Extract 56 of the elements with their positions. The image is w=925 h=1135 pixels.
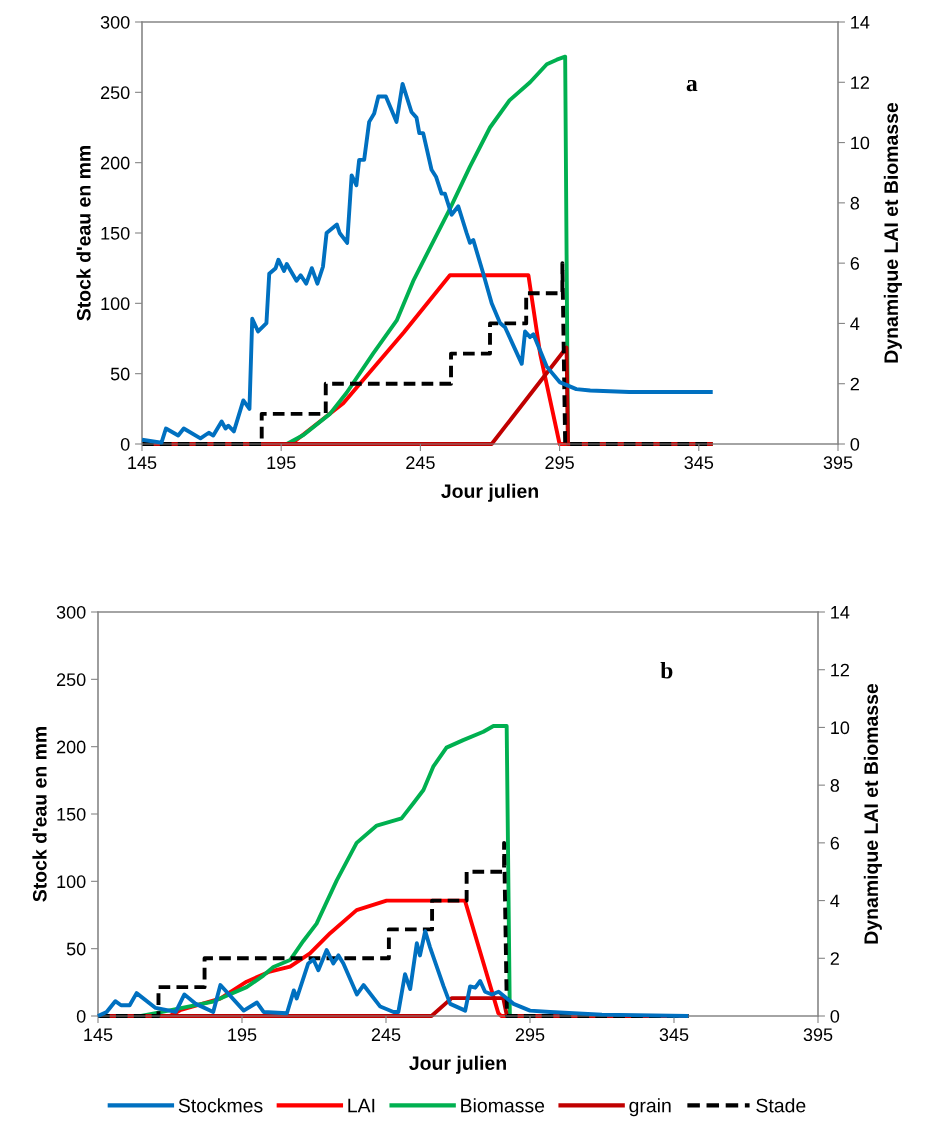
y2-tick-label: 10: [851, 136, 870, 150]
y2-tick-label: 0: [830, 1009, 840, 1023]
y-tick-label: 200: [56, 740, 86, 754]
x-tick-label: 345: [684, 456, 714, 470]
x-tick-label: 245: [371, 1028, 401, 1042]
y2-axis-title: Dynamique LAI et Biomasse: [863, 683, 882, 944]
x-tick-label: 195: [228, 1028, 257, 1042]
y-tick-label: 50: [66, 942, 86, 956]
y2-tick-label: 2: [830, 952, 839, 965]
y2-tick-label: 0: [850, 437, 860, 451]
y-tick-label: 250: [100, 86, 130, 100]
x-tick-label: 395: [803, 1028, 833, 1042]
y-tick-label: 100: [101, 297, 130, 311]
y-tick-label: 250: [56, 673, 86, 687]
x-axis-title: Jour julien: [409, 1055, 506, 1074]
x-axis-title: Jour julien: [441, 483, 538, 502]
y-tick-label: 200: [100, 156, 130, 170]
y2-axis-title: Dynamique LAI et Biomasse: [883, 102, 902, 363]
annotation: a: [686, 79, 698, 92]
y-tick-label: 150: [57, 807, 86, 821]
legend-label: LAI: [348, 1098, 375, 1113]
x-tick-label: 395: [823, 456, 853, 470]
y2-tick-label: 4: [830, 894, 840, 908]
legend-label: Stockmes: [178, 1098, 263, 1113]
y2-tick-label: 10: [831, 721, 850, 735]
x-tick-label: 295: [515, 1028, 545, 1042]
y2-tick-label: 14: [831, 606, 850, 619]
annotation: b: [660, 661, 673, 679]
y-axis-title: Stock d'eau en mm: [76, 145, 91, 321]
y-tick-label: 0: [76, 1009, 86, 1023]
y-tick-label: 150: [101, 226, 130, 240]
line-series: [96, 929, 691, 1018]
legend-label: grain: [629, 1098, 671, 1117]
x-tick-label: 295: [545, 456, 574, 470]
y-tick-label: 300: [56, 605, 86, 619]
y-tick-label: 300: [100, 15, 130, 29]
x-tick-label: 145: [128, 456, 157, 470]
y2-tick-label: 6: [830, 836, 840, 850]
x-tick-label: 145: [84, 1028, 113, 1042]
y-tick-label: 100: [57, 875, 86, 889]
y2-tick-label: 14: [851, 16, 870, 29]
x-tick-label: 245: [406, 456, 435, 470]
x-tick-label: 345: [659, 1028, 689, 1042]
y2-tick-label: 8: [850, 196, 860, 210]
y-axis-title: Stock d'eau en mm: [32, 726, 47, 902]
y-tick-label: 0: [120, 437, 130, 451]
legend-label: Biomasse: [461, 1098, 545, 1113]
legend-label: Stade: [756, 1098, 806, 1113]
y2-tick-label: 6: [850, 257, 860, 270]
y2-tick-label: 12: [831, 663, 849, 677]
x-tick-label: 195: [267, 456, 296, 470]
y2-tick-label: 2: [850, 377, 859, 391]
y2-tick-label: 12: [851, 76, 869, 89]
y2-tick-label: 4: [850, 317, 860, 330]
y2-tick-label: 8: [830, 779, 840, 792]
y-tick-label: 50: [110, 367, 130, 381]
